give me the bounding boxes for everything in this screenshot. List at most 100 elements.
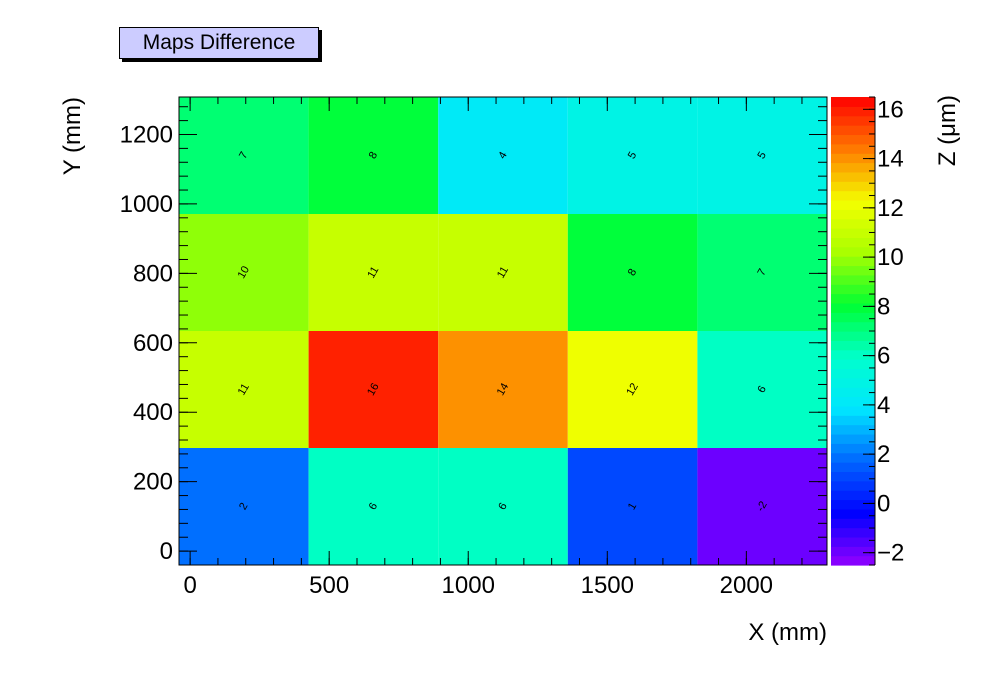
palette-tick-label: 4 [877, 392, 890, 419]
heatmap-cell [438, 331, 568, 448]
palette-band [831, 274, 875, 285]
palette-band [831, 471, 875, 482]
palette-band [831, 424, 875, 435]
palette-tick-label: 2 [877, 441, 890, 468]
heatmap-cell [179, 448, 309, 565]
cell-value-label: 2 [237, 501, 250, 512]
y-tick-label: 800 [133, 260, 173, 287]
palette-band [831, 199, 875, 210]
heatmap-cell [179, 331, 309, 448]
cell-value-label: 12 [624, 381, 641, 398]
palette-band [831, 452, 875, 463]
cell-value-label: 6 [496, 501, 509, 512]
palette-band [831, 415, 875, 426]
cell-value-label: 7 [237, 150, 250, 161]
palette-band [831, 396, 875, 407]
palette-band [831, 377, 875, 388]
cell-value-label: 1 [626, 501, 639, 512]
cell-value-label: 8 [367, 150, 380, 161]
palette-band [831, 125, 875, 136]
palette-band [831, 209, 875, 220]
y-tick-label: 400 [133, 399, 173, 426]
palette-band [831, 246, 875, 257]
palette-band [831, 97, 875, 107]
palette-band [831, 359, 875, 370]
heatmap-cell [179, 214, 309, 331]
palette-band [831, 349, 875, 360]
palette-band [831, 321, 875, 332]
palette-tick-label: 6 [877, 343, 890, 370]
y-tick-label: 0 [160, 538, 173, 565]
palette-band [831, 536, 875, 547]
x-tick-label: 1000 [442, 572, 495, 599]
palette-band [831, 508, 875, 519]
palette-band [831, 153, 875, 164]
heatmap-cell [567, 97, 698, 214]
palette-band [831, 527, 875, 538]
x-axis: 0 500 1000 1500 2000 [183, 97, 803, 599]
z-axis-label: Z (μm) [934, 95, 961, 166]
cell-value-label: 10 [236, 264, 253, 281]
palette-tick-label: 0 [877, 490, 890, 517]
x-tick-label: 0 [183, 572, 196, 599]
palette-tick-label: 14 [877, 146, 904, 173]
y-tick-label: 200 [133, 469, 173, 496]
palette-band [831, 405, 875, 416]
cell-value-label: 5 [626, 150, 639, 161]
x-axis-label: X (mm) [748, 619, 827, 646]
palette-band [831, 480, 875, 491]
palette-band [831, 190, 875, 201]
palette-band [831, 443, 875, 454]
palette-band [831, 228, 875, 238]
palette-band [831, 433, 875, 444]
x-tick-label: 500 [309, 572, 349, 599]
heatmap-cells [179, 97, 827, 565]
palette-band [831, 293, 875, 304]
heatmap-cell [697, 214, 827, 331]
palette-band [831, 218, 875, 229]
palette-band [831, 284, 875, 295]
palette-band [831, 115, 875, 126]
palette-band [831, 265, 875, 276]
palette-band [831, 331, 875, 341]
heatmap-cell [567, 214, 698, 331]
palette-band [831, 237, 875, 248]
palette-tick-label: 12 [877, 195, 904, 222]
cell-value-label: 8 [626, 267, 639, 278]
palette-band [831, 256, 875, 267]
heatmap-cell [438, 448, 568, 565]
cell-value-label: 4 [496, 150, 509, 161]
palette-band [831, 555, 875, 566]
palette-band [831, 387, 875, 398]
cell-value-label: 7 [755, 267, 768, 278]
palette-band [831, 499, 875, 510]
palette-band [831, 106, 875, 117]
heatmap-cell [697, 331, 827, 448]
cell-value-label: 16 [365, 381, 382, 398]
cell-value-label: 14 [495, 381, 512, 398]
heatmap-cell [697, 97, 827, 214]
palette-band [831, 546, 875, 557]
palette-band [831, 162, 875, 173]
palette-band [831, 171, 875, 182]
heatmap-cell [697, 448, 827, 565]
palette-band [831, 312, 875, 323]
palette-band [831, 368, 875, 379]
palette-band [831, 134, 875, 145]
y-axis: 0 200 400 600 800 1000 1200 [120, 106, 827, 566]
palette-band [831, 490, 875, 501]
heatmap-cell [308, 214, 439, 331]
cell-value-label: 5 [755, 150, 768, 161]
heatmap-cell [438, 97, 568, 214]
color-palette: −2 0 2 4 6 8 10 12 14 16 [831, 96, 904, 567]
heatmap-cell [438, 214, 568, 331]
y-tick-label: 600 [133, 330, 173, 357]
heatmap-cell [567, 448, 698, 565]
palette-band [831, 302, 875, 313]
plot-frame [178, 96, 828, 566]
palette-tick-label: 10 [877, 244, 904, 271]
palette-tick-label: 8 [877, 293, 890, 320]
cell-value-label: 6 [367, 501, 380, 512]
x-tick-label: 2000 [720, 572, 773, 599]
